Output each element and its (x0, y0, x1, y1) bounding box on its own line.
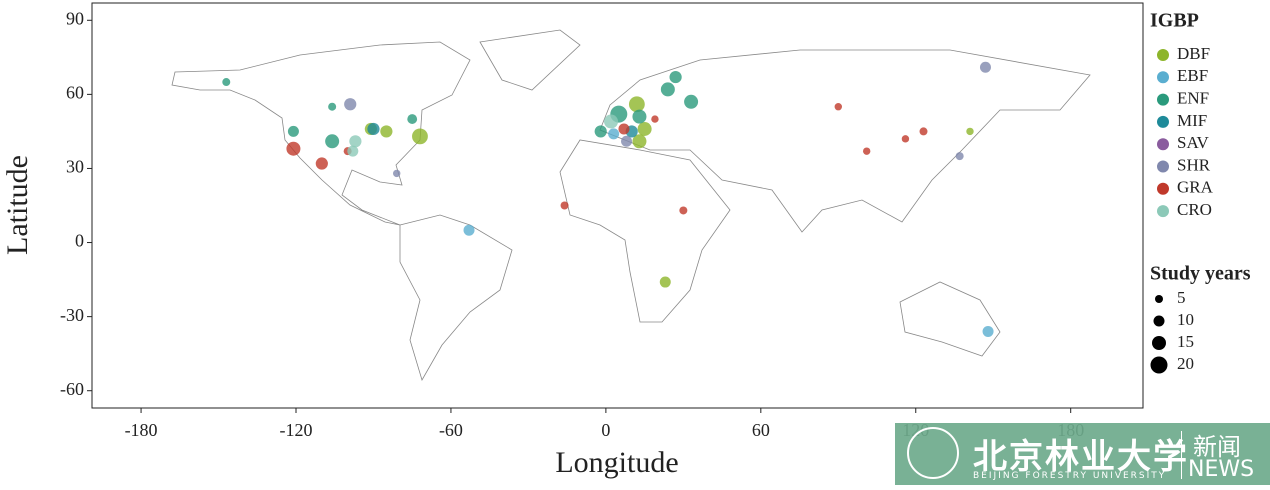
legend-label: SAV (1177, 133, 1210, 152)
size-legend-label: 15 (1177, 332, 1194, 351)
point (669, 70, 682, 84)
point (608, 128, 620, 140)
legend-label: MIF (1177, 111, 1207, 130)
size-legend-mark (1150, 356, 1168, 374)
point (919, 127, 928, 136)
point (328, 102, 337, 111)
point (966, 127, 974, 136)
point (632, 134, 647, 149)
point (982, 325, 994, 337)
watermark-subtitle: BEIJING FORESTRY UNIVERSITY (973, 471, 1167, 481)
point (315, 157, 328, 170)
point (679, 206, 688, 215)
y-tick-label: 60 (66, 82, 84, 102)
size-legend-mark (1153, 315, 1165, 327)
point (684, 94, 699, 109)
x-tick-label: -180 (125, 420, 158, 440)
watermark-tag: 新闻 (1193, 433, 1241, 461)
points (222, 61, 994, 337)
point (632, 109, 647, 124)
point (380, 125, 393, 138)
size-legend-mark (1155, 295, 1163, 303)
point (618, 123, 630, 135)
legend-swatch (1157, 182, 1169, 195)
y-axis-title: Latitude (1, 155, 34, 255)
point (901, 135, 910, 143)
plot-frame (91, 2, 1144, 409)
x-axis-title: Longitude (555, 446, 678, 479)
point (660, 82, 675, 97)
legend-label: ENF (1177, 89, 1209, 108)
point (344, 98, 357, 111)
seal-icon (907, 427, 959, 479)
x-tick-label: 0 (601, 420, 610, 440)
point (979, 61, 991, 73)
watermark-tag-en: NEWS (1188, 457, 1255, 482)
legend-swatch (1157, 115, 1169, 128)
size-legend-mark (1152, 336, 1166, 350)
legend-label: CRO (1177, 200, 1212, 219)
point (637, 121, 652, 136)
legend-swatch (1157, 138, 1169, 151)
y-tick-label: 30 (66, 157, 84, 177)
divider (1181, 431, 1182, 479)
y-tick-label: 0 (75, 231, 84, 251)
legend-swatch (1157, 160, 1169, 173)
point (407, 114, 418, 124)
point (412, 128, 428, 145)
legend-title: IGBP (1150, 10, 1199, 32)
legend-label: DBF (1177, 44, 1210, 63)
size-legend-title: Study years (1150, 263, 1251, 285)
point (955, 152, 964, 161)
point (651, 115, 659, 123)
point (560, 201, 569, 210)
point (594, 125, 607, 138)
point (659, 276, 671, 288)
point (287, 125, 299, 137)
x-tick-label: 60 (752, 420, 770, 440)
watermark: 北京林业大学 BEIJING FORESTRY UNIVERSITY 新闻 NE… (895, 423, 1270, 485)
size-legend-label: 10 (1177, 310, 1194, 329)
watermark-title: 北京林业大学 (973, 437, 1189, 477)
point (604, 114, 619, 129)
point (347, 145, 359, 157)
point (367, 122, 380, 136)
point (325, 134, 340, 149)
point (393, 169, 401, 178)
point (628, 96, 645, 113)
point (621, 135, 633, 147)
point (463, 224, 475, 236)
legend-swatch (1157, 71, 1169, 84)
y-tick-label: -60 (60, 379, 84, 399)
legend-label: SHR (1177, 155, 1211, 174)
world-map (171, 29, 1091, 382)
point (834, 103, 842, 111)
legend-swatch (1157, 93, 1169, 106)
size-legend-label: 5 (1177, 288, 1186, 307)
y-tick-label: 90 (66, 8, 84, 28)
legend-label: GRA (1177, 178, 1214, 197)
legend-label: EBF (1177, 66, 1208, 85)
legend-swatch (1157, 49, 1169, 61)
size-legend-label: 20 (1177, 354, 1194, 373)
point (862, 147, 871, 155)
y-tick-label: -30 (60, 305, 84, 325)
legend-swatch (1157, 205, 1169, 218)
point (349, 135, 362, 148)
point (222, 78, 231, 87)
x-tick-label: -60 (439, 420, 463, 440)
point (286, 141, 301, 156)
x-tick-label: -120 (280, 420, 313, 440)
